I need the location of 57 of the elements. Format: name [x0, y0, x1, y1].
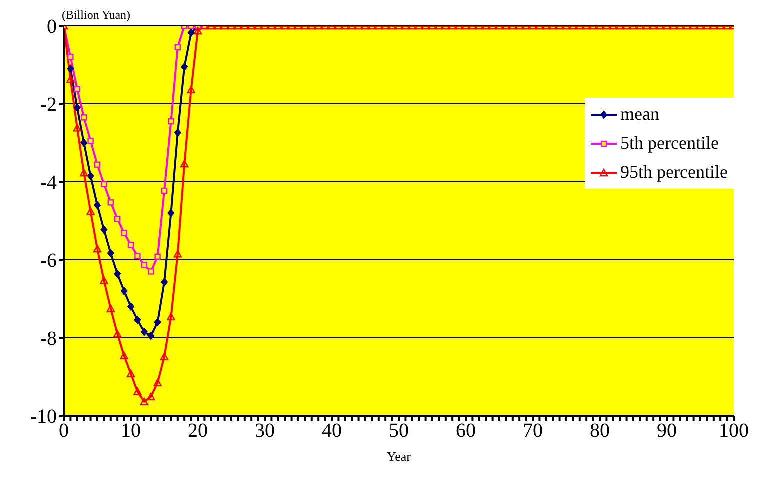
x-tick-label: 30	[255, 420, 275, 442]
x-tick-label: 40	[322, 420, 342, 442]
point	[141, 262, 148, 268]
point	[134, 316, 142, 324]
x-tick-label: 60	[456, 420, 476, 442]
point	[121, 230, 128, 236]
legend-label: 5th percentile	[620, 132, 719, 155]
point	[114, 216, 121, 222]
point	[148, 332, 155, 340]
legend-label: 95th percentile	[620, 161, 728, 184]
x-axis-title: Year	[387, 449, 412, 464]
y-tick-label: -4	[40, 172, 57, 194]
x-tick-label: 20	[188, 420, 208, 442]
point	[161, 278, 168, 286]
point	[134, 253, 141, 260]
x-tick-label: 80	[590, 420, 610, 442]
point	[74, 86, 80, 92]
y-tick-label: 0	[47, 16, 57, 38]
point	[108, 200, 114, 206]
point	[88, 138, 94, 144]
y-axis-title: (Billion Yuan)	[62, 8, 131, 23]
x-tick-label: 10	[121, 420, 141, 442]
x-tick-label: 50	[389, 420, 409, 442]
point	[188, 29, 195, 38]
x-tick-label: 90	[657, 420, 677, 442]
point	[140, 328, 148, 336]
point	[168, 118, 174, 125]
x-tick-label: 100	[719, 420, 749, 442]
legend-label: mean	[620, 103, 660, 126]
y-tick-label: -10	[30, 406, 57, 428]
point	[168, 209, 175, 218]
point	[114, 270, 122, 278]
point	[154, 318, 162, 326]
point	[128, 242, 134, 248]
point	[74, 104, 81, 112]
point	[87, 172, 94, 180]
point	[174, 128, 182, 137]
point	[154, 254, 161, 260]
point	[94, 162, 101, 168]
point	[128, 302, 134, 311]
point	[94, 201, 101, 210]
point	[174, 44, 181, 51]
point	[100, 226, 108, 234]
point	[181, 62, 188, 71]
point	[67, 64, 74, 73]
point	[101, 181, 108, 188]
point	[80, 139, 88, 147]
point	[161, 188, 168, 194]
x-tick-label: 70	[523, 420, 543, 442]
y-tick-label: -6	[40, 250, 57, 272]
y-tick-label: -2	[40, 94, 57, 116]
point	[148, 268, 154, 275]
point	[68, 54, 74, 60]
y-tick-label: -8	[40, 328, 57, 350]
point	[120, 287, 128, 296]
point	[81, 114, 88, 121]
point	[107, 249, 114, 258]
